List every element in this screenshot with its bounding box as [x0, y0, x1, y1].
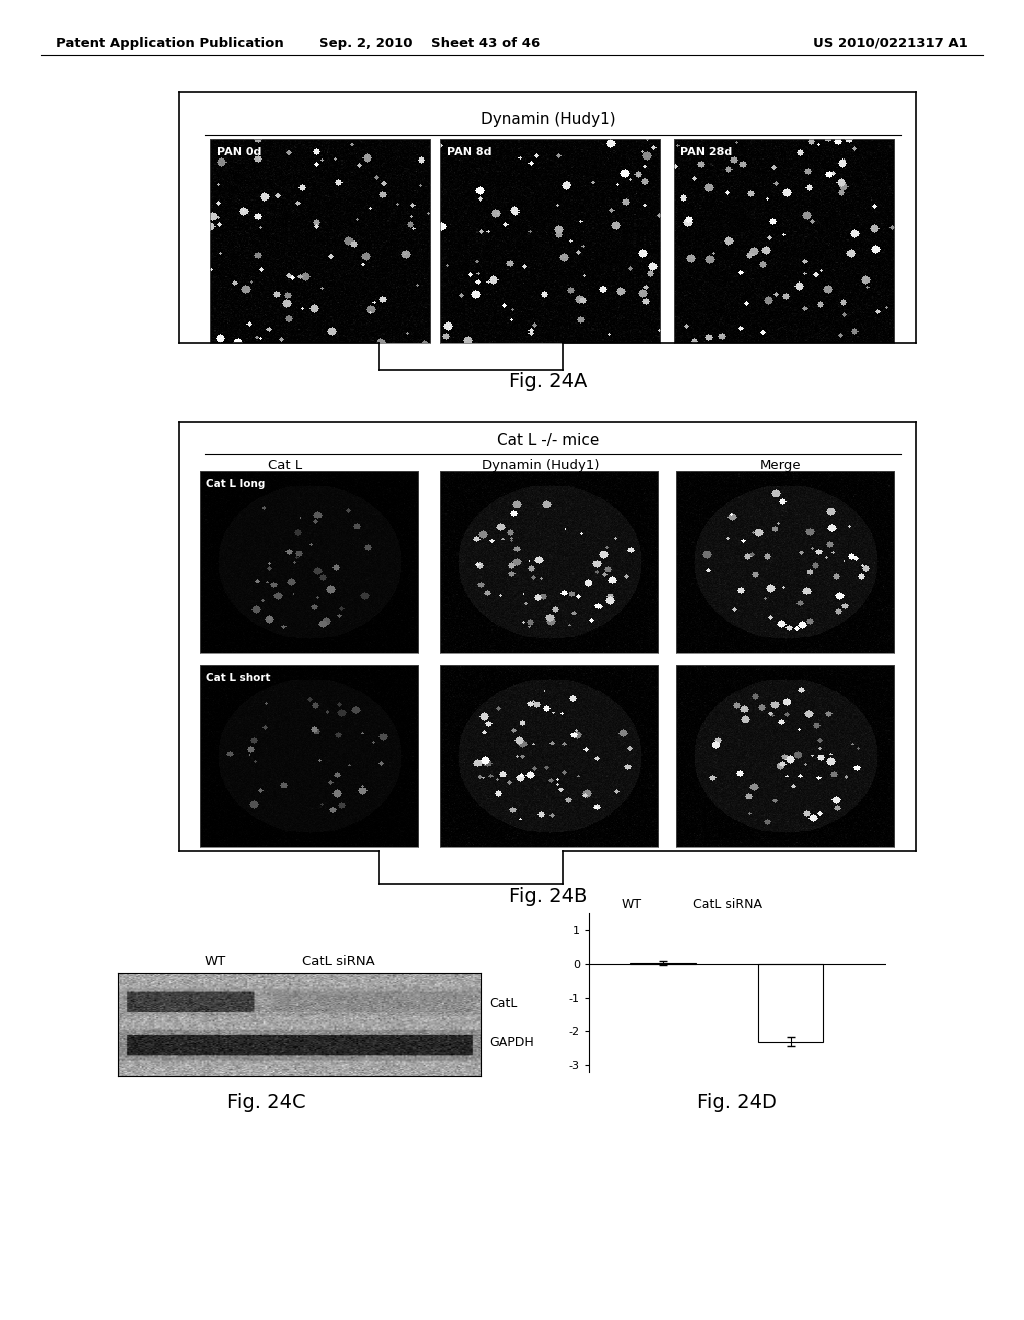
Text: Cat L -/- mice: Cat L -/- mice — [497, 433, 599, 447]
Text: Fig. 24A: Fig. 24A — [509, 372, 587, 391]
Bar — [758, 964, 823, 1041]
Text: PAN 8d: PAN 8d — [446, 147, 492, 157]
Text: WT: WT — [205, 954, 225, 968]
Text: Cat L short: Cat L short — [206, 673, 270, 682]
Text: Cat L: Cat L — [267, 459, 302, 473]
Text: GAPDH: GAPDH — [489, 1036, 535, 1049]
Text: Cat L long: Cat L long — [206, 479, 265, 488]
Text: CatL siRNA: CatL siRNA — [692, 898, 762, 911]
Text: CatL: CatL — [489, 997, 518, 1010]
Text: Merge: Merge — [760, 459, 801, 473]
Text: PAN 28d: PAN 28d — [680, 147, 732, 157]
Text: US 2010/0221317 A1: US 2010/0221317 A1 — [813, 37, 968, 50]
Text: Sep. 2, 2010    Sheet 43 of 46: Sep. 2, 2010 Sheet 43 of 46 — [319, 37, 541, 50]
Text: PAN 0d: PAN 0d — [216, 147, 261, 157]
Text: Fig. 24B: Fig. 24B — [509, 887, 587, 906]
Text: WT: WT — [622, 898, 642, 911]
Text: Fig. 24C: Fig. 24C — [227, 1093, 305, 1111]
Text: CatL siRNA: CatL siRNA — [301, 954, 375, 968]
Text: Dynamin (Hudy1): Dynamin (Hudy1) — [482, 459, 599, 473]
Text: Dynamin (Hudy1): Dynamin (Hudy1) — [480, 112, 615, 127]
Text: Patent Application Publication: Patent Application Publication — [56, 37, 284, 50]
Text: Fig. 24D: Fig. 24D — [697, 1093, 777, 1111]
